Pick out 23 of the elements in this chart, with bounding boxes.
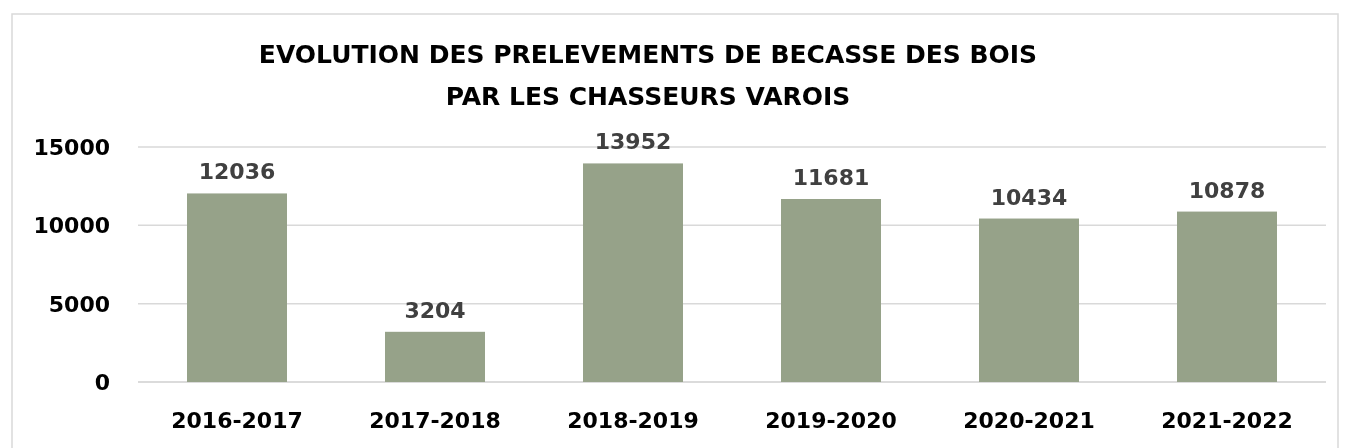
chart-title: EVOLUTION DES PRELEVEMENTS DE BECASSE DES BOIS PAR LES CHASSEURS VAROIS (258, 40, 1038, 111)
data-label: 12036 (198, 159, 276, 185)
y-tick-label: 0 (94, 369, 110, 395)
data-label: 11681 (792, 165, 870, 190)
x-tick-label: 2018-2019 (567, 408, 699, 433)
x-tick-label: 2021-2022 (1161, 408, 1293, 433)
x-tick-label: 2016-2017 (171, 408, 303, 433)
x-tick-label: 2020-2021 (963, 408, 1095, 433)
data-label: 13952 (594, 129, 672, 155)
data-label: 3204 (404, 297, 466, 323)
bar (385, 331, 485, 382)
x-tick-label: 2017-2018 (369, 408, 501, 433)
bar (781, 199, 881, 382)
bar (583, 163, 683, 382)
data-label: 10434 (990, 184, 1068, 210)
bar (187, 193, 287, 382)
y-tick-label: 15000 (33, 134, 110, 160)
x-tick-label: 2019-2020 (765, 408, 897, 433)
bar (1177, 211, 1277, 382)
bar (979, 218, 1079, 382)
data-label: 10878 (1188, 177, 1266, 203)
y-tick-label: 10000 (33, 213, 110, 239)
y-tick-label: 5000 (48, 291, 110, 317)
